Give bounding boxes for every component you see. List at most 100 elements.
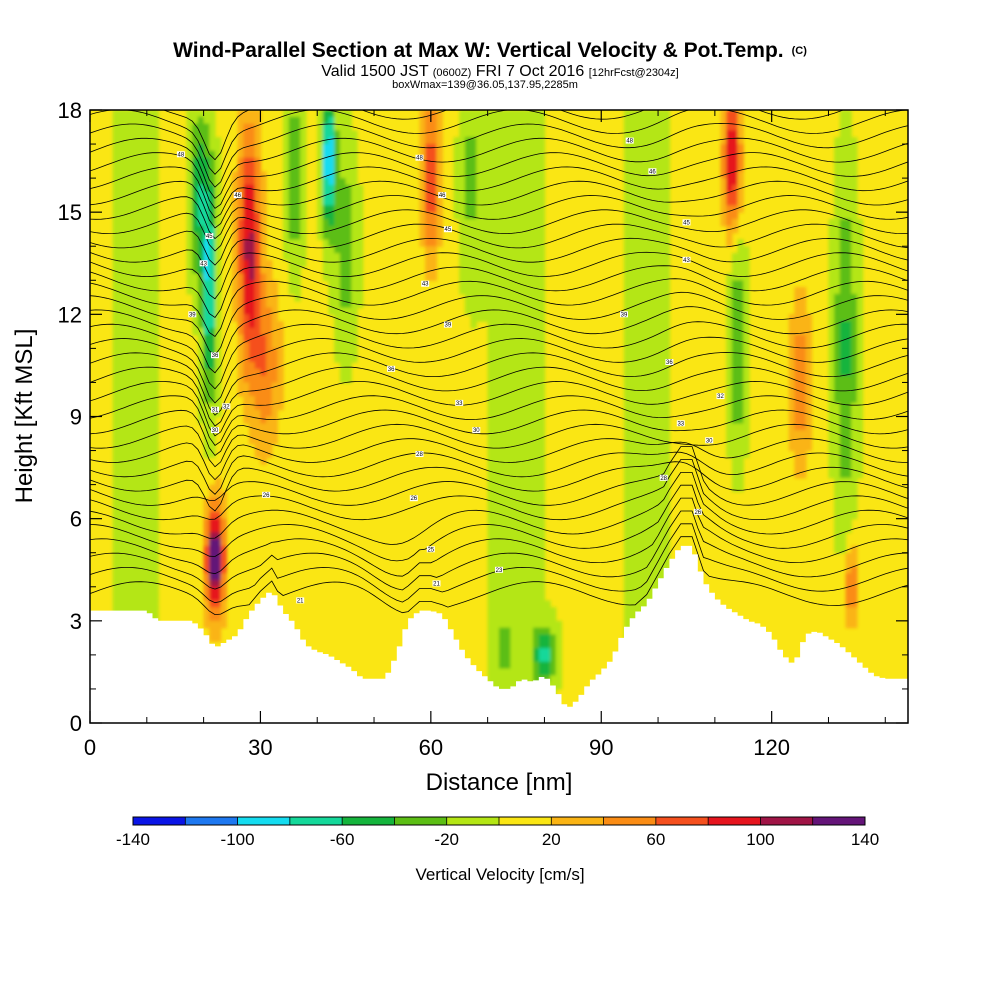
velocity-cell xyxy=(646,579,653,588)
velocity-cell xyxy=(635,321,642,329)
velocity-cell xyxy=(641,409,648,418)
velocity-cell xyxy=(623,307,631,315)
velocity-cell xyxy=(459,232,466,241)
velocity-cell xyxy=(527,382,534,390)
velocity-cell xyxy=(192,280,199,288)
velocity-cell xyxy=(510,259,517,268)
velocity-cell xyxy=(493,191,500,200)
velocity-cell xyxy=(555,654,563,663)
velocity-cell xyxy=(203,123,210,132)
velocity-cell xyxy=(635,273,642,281)
velocity-cell xyxy=(197,287,205,295)
velocity-cell xyxy=(646,416,653,424)
velocity-cell xyxy=(209,532,216,540)
velocity-cell xyxy=(209,539,216,547)
velocity-cell xyxy=(646,191,653,200)
velocity-cell xyxy=(516,607,523,615)
velocity-cell xyxy=(192,293,199,302)
velocity-cell xyxy=(845,137,852,145)
velocity-cell xyxy=(538,164,546,172)
velocity-cell xyxy=(209,430,216,438)
velocity-cell xyxy=(533,178,540,186)
velocity-cell xyxy=(663,327,671,336)
velocity-cell xyxy=(851,144,858,152)
velocity-cell xyxy=(788,341,795,349)
velocity-cell xyxy=(464,246,472,254)
velocity-cell xyxy=(459,205,466,213)
velocity-cell xyxy=(504,627,511,636)
velocity-cell xyxy=(828,375,835,384)
velocity-cell xyxy=(839,368,847,377)
velocity-cell xyxy=(527,484,534,493)
velocity-cell xyxy=(243,171,250,179)
velocity-cell xyxy=(743,430,750,438)
velocity-cell xyxy=(283,110,290,118)
velocity-field xyxy=(112,110,864,723)
velocity-cell xyxy=(731,130,739,138)
velocity-cell xyxy=(726,362,733,370)
velocity-cell xyxy=(124,178,131,186)
svg-text:26: 26 xyxy=(410,496,417,502)
svg-text:31: 31 xyxy=(212,408,219,414)
velocity-cell xyxy=(214,280,222,288)
velocity-cell xyxy=(249,430,256,438)
colorbar-segment xyxy=(342,817,395,825)
velocity-cell xyxy=(118,116,125,125)
velocity-cell xyxy=(141,300,148,309)
velocity-cell xyxy=(124,137,131,145)
velocity-cell xyxy=(538,375,546,384)
velocity-cell xyxy=(731,314,739,322)
isentrope-line xyxy=(162,110,845,161)
velocity-cell xyxy=(237,130,244,138)
velocity-cell xyxy=(527,532,534,540)
contour-label: 30 xyxy=(705,437,714,444)
velocity-cell xyxy=(533,157,540,166)
velocity-cell xyxy=(209,525,216,533)
velocity-cell xyxy=(533,218,540,227)
velocity-cell xyxy=(504,293,511,302)
velocity-cell xyxy=(663,293,671,302)
velocity-cell xyxy=(527,232,534,241)
velocity-cell xyxy=(459,171,466,179)
velocity-cell xyxy=(112,198,119,206)
velocity-cell xyxy=(124,464,131,472)
velocity-cell xyxy=(794,382,801,390)
velocity-cell xyxy=(118,130,125,138)
velocity-cell xyxy=(726,218,733,227)
velocity-cell xyxy=(839,205,847,213)
velocity-cell xyxy=(623,253,631,261)
velocity-cell xyxy=(152,518,159,527)
velocity-cell xyxy=(425,218,432,227)
velocity-cell xyxy=(521,396,528,404)
velocity-cell xyxy=(828,443,835,452)
velocity-cell xyxy=(345,334,352,343)
velocity-cell xyxy=(129,532,137,540)
velocity-cell xyxy=(118,164,125,172)
velocity-cell xyxy=(658,341,665,349)
velocity-cell xyxy=(334,198,341,206)
velocity-cell xyxy=(516,641,523,649)
velocity-cell xyxy=(538,198,546,206)
velocity-cell xyxy=(146,212,154,220)
velocity-cell xyxy=(135,300,142,309)
velocity-cell xyxy=(425,130,432,138)
velocity-cell xyxy=(476,287,483,295)
velocity-cell xyxy=(493,212,500,220)
velocity-cell xyxy=(487,450,494,458)
velocity-cell xyxy=(339,205,347,213)
velocity-cell xyxy=(839,362,847,370)
contour-label: 32 xyxy=(716,393,725,400)
velocity-cell xyxy=(339,375,347,384)
velocity-cell xyxy=(527,409,534,418)
velocity-cell xyxy=(845,307,852,315)
velocity-cell xyxy=(521,341,528,349)
velocity-cell xyxy=(629,321,636,329)
velocity-cell xyxy=(266,396,273,404)
velocity-cell xyxy=(351,307,358,315)
velocity-cell xyxy=(493,423,500,431)
velocity-cell xyxy=(209,273,216,281)
velocity-cell xyxy=(658,191,665,200)
velocity-cell xyxy=(629,614,636,622)
velocity-cell xyxy=(481,144,489,152)
velocity-cell xyxy=(663,348,671,356)
